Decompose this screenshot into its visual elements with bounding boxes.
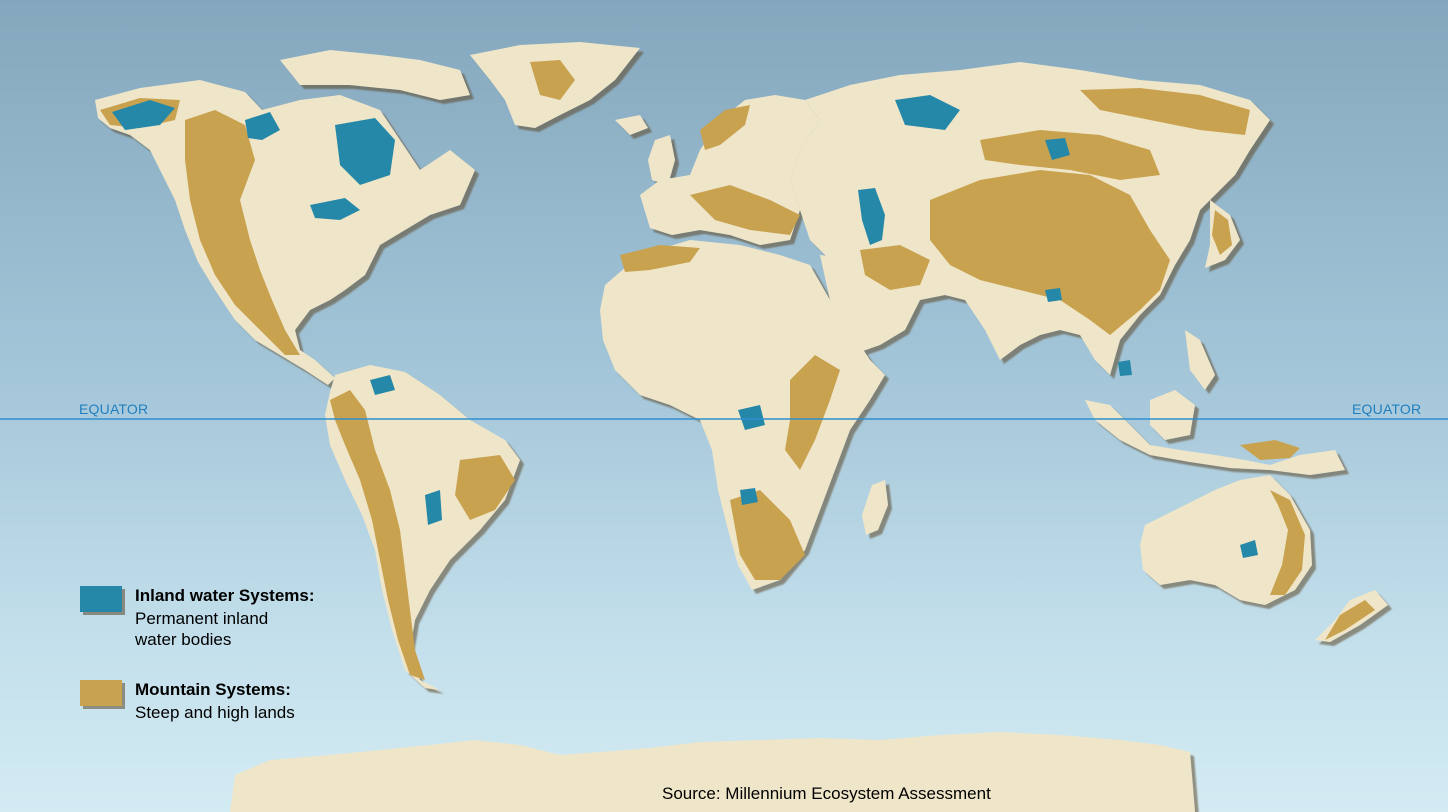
southern-africa-mountains (730, 490, 805, 580)
caspian-sea (858, 188, 885, 245)
mekong-water (1118, 360, 1132, 376)
atlas-mountains (620, 245, 700, 272)
antarctica-landmass (230, 732, 1195, 812)
new-zealand-alps (1325, 600, 1375, 640)
iran-mountains (860, 245, 930, 290)
mountain-swatch (80, 680, 122, 706)
australia-landmass (1140, 475, 1312, 605)
himalaya-tibet (930, 170, 1170, 335)
great-lakes (310, 198, 360, 220)
continents (95, 42, 1388, 812)
east-african-highlands (785, 355, 840, 470)
legend-desc-mountain: Steep and high lands (135, 703, 295, 722)
madagascar-landmass (862, 480, 888, 535)
lake-victoria (738, 405, 765, 430)
japan-mountains (1212, 210, 1232, 255)
legend-desc-inland-water: Permanent inland water bodies (135, 609, 269, 649)
siberia-lakes (895, 95, 960, 130)
okavango-water (740, 488, 758, 505)
siberian-mountains (1080, 88, 1250, 135)
canadian-arctic-islands (280, 50, 470, 100)
alaska-lakes (112, 100, 175, 130)
hudson-bay (335, 118, 395, 185)
equator-label-right: EQUATOR (1352, 401, 1422, 417)
legend-title-mountain: Mountain Systems: (135, 680, 291, 699)
australia-lakes (1240, 540, 1258, 558)
british-isles-landmass (648, 135, 675, 185)
brazilian-highlands (455, 455, 515, 520)
greenland-ice (530, 60, 575, 100)
great-dividing-range (1270, 490, 1305, 595)
pantanal-water (425, 490, 442, 525)
inland-water-swatch (80, 586, 122, 612)
inland-water-systems (112, 95, 1258, 558)
amazon-basin-water (370, 375, 395, 395)
canada-lakes (245, 112, 280, 140)
indonesia-landmass (1085, 400, 1345, 475)
source-credit: Source: Millennium Ecosystem Assessment (662, 784, 991, 803)
indonesia-mountains (1240, 440, 1300, 460)
iceland-landmass (615, 115, 648, 135)
ganges-delta (1045, 288, 1062, 302)
andes-mountains (330, 390, 425, 680)
legend-title-inland-water: Inland water Systems: (135, 586, 315, 605)
equator-label-left: EQUATOR (79, 401, 149, 417)
alps-mountains (690, 185, 800, 235)
arabian-peninsula-landmass (820, 255, 920, 352)
scandinavian-mountains (700, 105, 750, 150)
philippines-landmass (1185, 330, 1215, 390)
lake-baikal (1045, 138, 1070, 160)
rocky-mountains (185, 110, 300, 355)
borneo-landmass (1150, 390, 1195, 440)
